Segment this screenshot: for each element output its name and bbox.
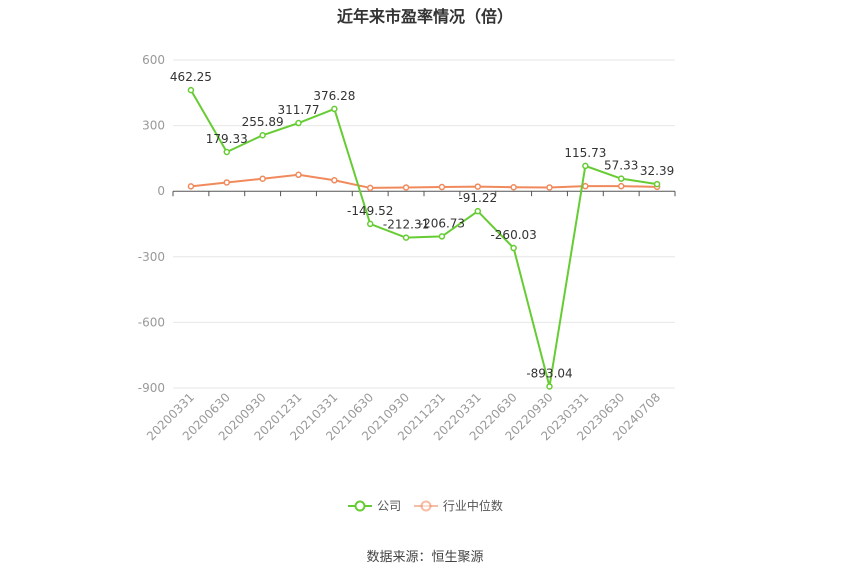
series-line-0 — [190, 89, 658, 387]
data-label: 255.89 — [242, 115, 284, 129]
data-point — [474, 207, 482, 215]
data-label: 311.77 — [278, 103, 320, 117]
data-point — [223, 179, 231, 186]
data-point — [438, 183, 446, 191]
legend-item-company[interactable]: 公司 — [347, 497, 401, 514]
data-point — [259, 131, 266, 139]
series-line-1 — [190, 173, 658, 189]
legend-industry-icon — [413, 500, 438, 511]
chart-title: 近年来市盈率情况（倍） — [336, 7, 513, 26]
data-label: 376.28 — [313, 89, 355, 103]
axes: 6003000-300-600-900202003312020063020200… — [138, 53, 676, 443]
gridlines — [173, 59, 675, 389]
data-point — [259, 175, 266, 182]
legend-company-icon — [348, 500, 373, 511]
data-point — [331, 105, 338, 113]
data-label: 32.39 — [640, 164, 674, 178]
y-tick-label: 300 — [142, 119, 165, 133]
data-label: 115.73 — [564, 146, 606, 160]
legend-company-label: 公司 — [377, 499, 402, 513]
data-label: 57.33 — [604, 159, 638, 173]
data-point — [474, 183, 482, 190]
data-label: -91.22 — [458, 191, 497, 205]
data-label: 179.33 — [206, 132, 248, 146]
legend-item-industry-median[interactable]: 行业中位数 — [413, 497, 503, 514]
data-point — [223, 148, 231, 156]
y-tick-label: 600 — [142, 53, 165, 67]
data-label: -149.52 — [347, 204, 393, 218]
data-point — [510, 244, 517, 252]
data-point — [438, 233, 446, 240]
data-point — [617, 175, 625, 182]
data-point — [295, 171, 302, 179]
data-label: -893.04 — [526, 366, 572, 380]
data-label: -260.03 — [490, 228, 536, 242]
data-point — [331, 177, 338, 184]
data-label: 462.25 — [170, 70, 212, 84]
y-tick-label: -600 — [138, 315, 165, 329]
data-point — [653, 180, 661, 188]
data-point — [617, 182, 625, 190]
y-tick-label: 0 — [157, 184, 165, 198]
data-point — [510, 184, 517, 191]
y-tick-label: -300 — [138, 250, 165, 264]
series — [187, 86, 661, 390]
data-point — [187, 86, 195, 94]
legend-industry-label: 行业中位数 — [442, 499, 503, 513]
data-point — [582, 162, 589, 170]
legend: 公司 行业中位数 — [0, 497, 850, 515]
y-tick-label: -900 — [138, 381, 165, 395]
data-point — [366, 184, 374, 192]
data-point — [546, 383, 553, 390]
data-label: -206.73 — [419, 216, 465, 230]
data-point — [295, 119, 302, 127]
data-point — [402, 234, 410, 241]
data-point — [187, 183, 195, 190]
source-note: 数据来源：恒生聚源 — [366, 550, 484, 565]
data-point — [402, 184, 410, 191]
data-label: -212.31 — [383, 218, 429, 232]
data-point — [366, 220, 374, 228]
data-point — [546, 184, 553, 191]
data-point — [582, 182, 589, 190]
